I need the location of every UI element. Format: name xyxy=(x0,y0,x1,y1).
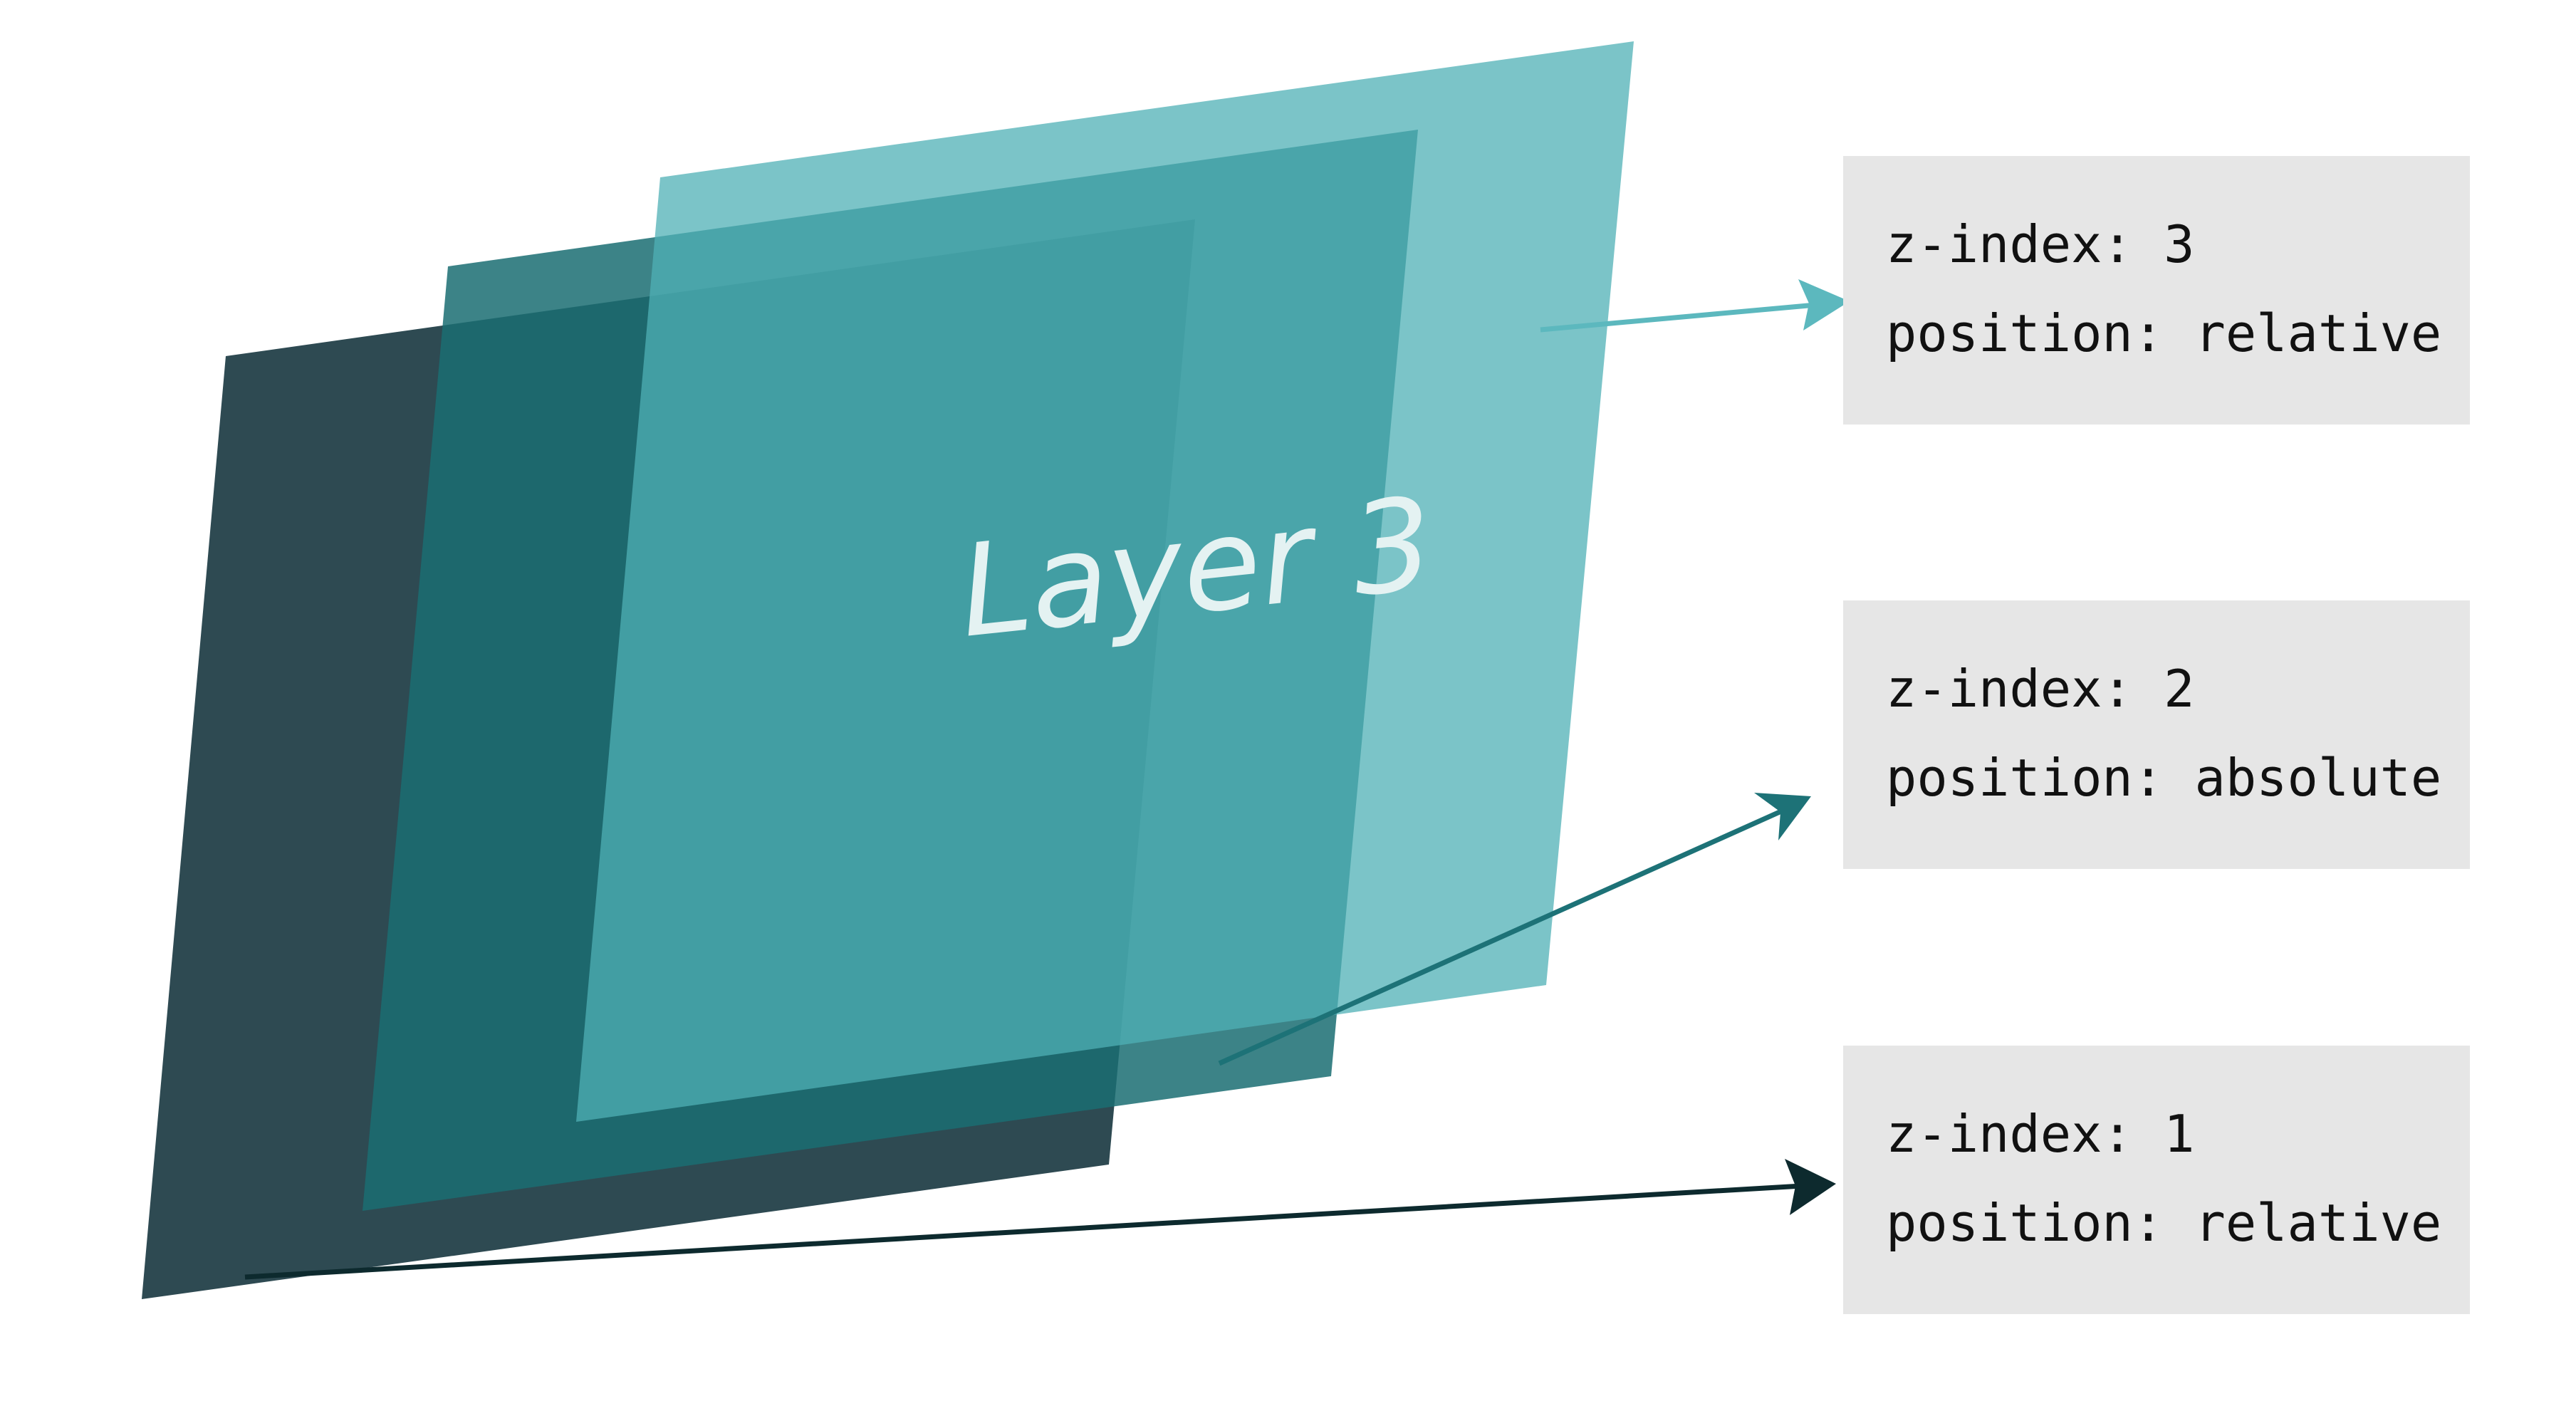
info-box-layer-3: z-index: 3 position: relative xyxy=(1843,156,2470,425)
info-box-layer-1: z-index: 1 position: relative xyxy=(1843,1046,2470,1314)
arrow-layer-2-line xyxy=(1218,806,1789,1066)
position-line: position: absolute xyxy=(1886,748,2442,808)
arrow-layer-2-head xyxy=(1754,793,1811,840)
arrow-layer-3-line xyxy=(1540,302,1817,333)
info-box-layer-2: z-index: 2 position: absolute xyxy=(1843,600,2470,869)
arrow-layer-3-head xyxy=(1798,279,1850,330)
arrow-layer-1-line xyxy=(244,1183,1803,1280)
arrow-layer-1-head xyxy=(1785,1159,1836,1215)
z-index-line: z-index: 1 xyxy=(1886,1104,2195,1164)
z-index-line: z-index: 2 xyxy=(1886,659,2195,719)
z-index-line: z-index: 3 xyxy=(1886,214,2195,274)
position-line: position: relative xyxy=(1886,303,2442,363)
layer-3-plane xyxy=(576,41,1634,1122)
position-line: position: relative xyxy=(1886,1193,2442,1253)
